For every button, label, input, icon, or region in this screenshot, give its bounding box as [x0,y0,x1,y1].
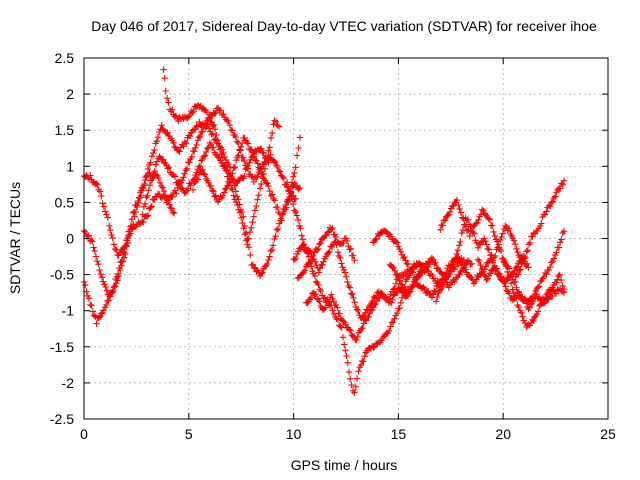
y-axis-label: SDTVAR / TECUs [7,182,23,294]
x-tick-label: 15 [391,426,407,442]
marker-trace [512,177,568,280]
y-tick-label: -2 [62,375,75,391]
x-tick-label: 25 [600,426,616,442]
x-tick-label: 5 [185,426,193,442]
series-sat-j [294,224,358,282]
data-markers [80,66,568,396]
x-tick-label: 0 [80,426,88,442]
series-sat-f [189,134,304,222]
y-tick-label: -2.5 [50,411,74,427]
x-tick-label: 20 [495,426,511,442]
series-sat-m [432,214,532,305]
marker-trace [474,256,568,313]
series-sat-q [474,256,568,313]
tick-labels: 0 5 10 15 20 25 -2.5 -2 -1.5 -1 -0.5 0 0.5 1 1.5 2 2.5 [50,50,616,442]
chart-title: Day 046 of 2017, Sidereal Day-to-day VTE… [91,18,597,34]
marker-trace [432,214,532,305]
y-tick-label: 1.5 [55,122,75,138]
y-tick-label: 0.5 [55,194,75,210]
y-tick-label: 0 [66,231,74,247]
series-sat-o [512,177,568,280]
marker-trace [294,224,358,282]
y-tick-label: -1 [62,303,75,319]
x-tick-label: 10 [286,426,302,442]
y-tick-label: 1 [66,158,74,174]
marker-trace [139,139,272,218]
y-tick-label: 2.5 [55,50,75,66]
marker-trace [189,134,304,222]
y-tick-label: -0.5 [50,267,74,283]
x-axis-label: GPS time / hours [291,457,398,473]
axis-ticks [83,57,609,420]
series-sat-e [139,139,272,218]
y-tick-label: 2 [66,86,74,102]
y-tick-label: -1.5 [50,339,74,355]
